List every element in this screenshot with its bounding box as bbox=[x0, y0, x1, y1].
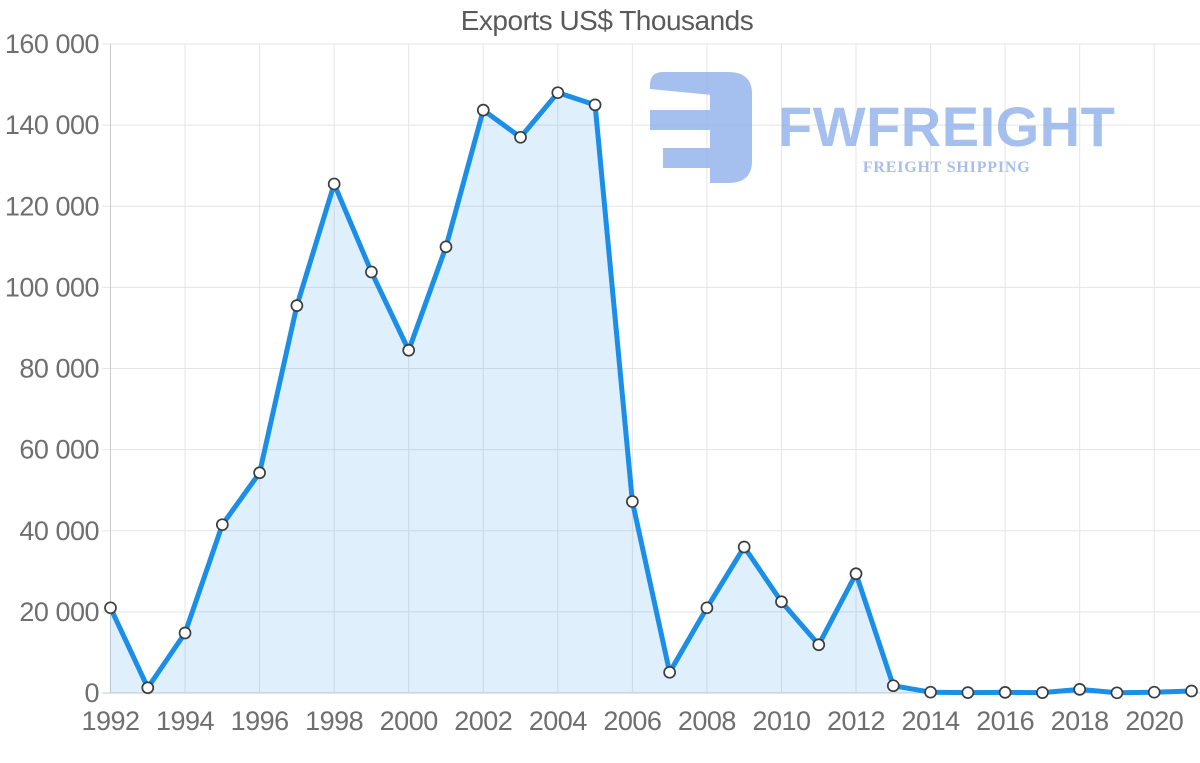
x-tick-label: 2006 bbox=[603, 706, 661, 736]
y-tick-label: 160 000 bbox=[5, 29, 99, 59]
data-point-2006[interactable] bbox=[626, 495, 639, 508]
y-tick-label: 80 000 bbox=[19, 354, 99, 384]
data-point-1998[interactable] bbox=[327, 177, 341, 191]
x-tick-label: 2000 bbox=[380, 706, 438, 736]
data-point-2009[interactable] bbox=[737, 540, 751, 554]
data-point-2016[interactable] bbox=[998, 686, 1012, 699]
x-tick-label: 2012 bbox=[827, 706, 885, 736]
chart-title: Exports US$ Thousands bbox=[460, 5, 754, 36]
data-point-1992[interactable] bbox=[104, 601, 117, 615]
y-tick-label: 40 000 bbox=[19, 516, 99, 546]
data-point-2018[interactable] bbox=[1073, 682, 1087, 696]
x-tick-label: 2018 bbox=[1051, 706, 1109, 736]
data-point-2007[interactable] bbox=[663, 665, 676, 679]
data-point-2011[interactable] bbox=[812, 638, 826, 652]
data-point-2000[interactable] bbox=[402, 343, 416, 357]
x-tick-label: 2010 bbox=[752, 706, 810, 736]
data-point-2008[interactable] bbox=[700, 601, 714, 615]
x-tick-label: 1998 bbox=[305, 706, 363, 736]
y-tick-label: 0 bbox=[84, 678, 99, 708]
data-point-2014[interactable] bbox=[924, 685, 937, 699]
data-point-2001[interactable] bbox=[439, 240, 453, 254]
y-tick-label: 60 000 bbox=[19, 435, 99, 465]
data-point-1995[interactable] bbox=[215, 518, 229, 532]
x-tick-label: 1994 bbox=[156, 706, 215, 736]
y-tick-label: 140 000 bbox=[5, 110, 99, 140]
y-tick-label: 100 000 bbox=[5, 272, 99, 302]
data-point-1993[interactable] bbox=[141, 681, 155, 695]
x-tick-label: 2004 bbox=[529, 706, 588, 736]
data-point-2019[interactable] bbox=[1110, 686, 1124, 700]
data-point-2015[interactable] bbox=[961, 686, 975, 699]
data-point-2005[interactable] bbox=[588, 98, 602, 112]
data-point-1994[interactable] bbox=[178, 626, 192, 640]
x-tick-label: 2016 bbox=[976, 706, 1034, 736]
data-point-2004[interactable] bbox=[551, 86, 565, 100]
x-tick-label: 2002 bbox=[454, 706, 512, 736]
x-tick-label: 2008 bbox=[678, 706, 736, 736]
data-point-2020[interactable] bbox=[1147, 685, 1161, 699]
data-point-2012[interactable] bbox=[849, 567, 863, 581]
data-point-1996[interactable] bbox=[253, 466, 266, 480]
data-point-2010[interactable] bbox=[775, 595, 788, 609]
data-point-2002[interactable] bbox=[476, 103, 490, 117]
data-point-2021[interactable] bbox=[1185, 684, 1198, 698]
data-point-2003[interactable] bbox=[514, 130, 527, 144]
area-fill bbox=[110, 92, 1192, 694]
y-tick-label: 120 000 bbox=[5, 191, 99, 221]
data-point-1999[interactable] bbox=[365, 265, 378, 279]
x-tick-label: 1996 bbox=[231, 706, 289, 736]
x-tick-label: 2020 bbox=[1125, 706, 1183, 736]
y-tick-label: 20 000 bbox=[19, 597, 99, 627]
data-point-1997[interactable] bbox=[290, 299, 304, 312]
data-point-2013[interactable] bbox=[886, 679, 900, 693]
data-point-2017[interactable] bbox=[1036, 686, 1049, 699]
x-tick-label: 1992 bbox=[81, 706, 139, 736]
x-tick-label: 2014 bbox=[902, 706, 961, 736]
